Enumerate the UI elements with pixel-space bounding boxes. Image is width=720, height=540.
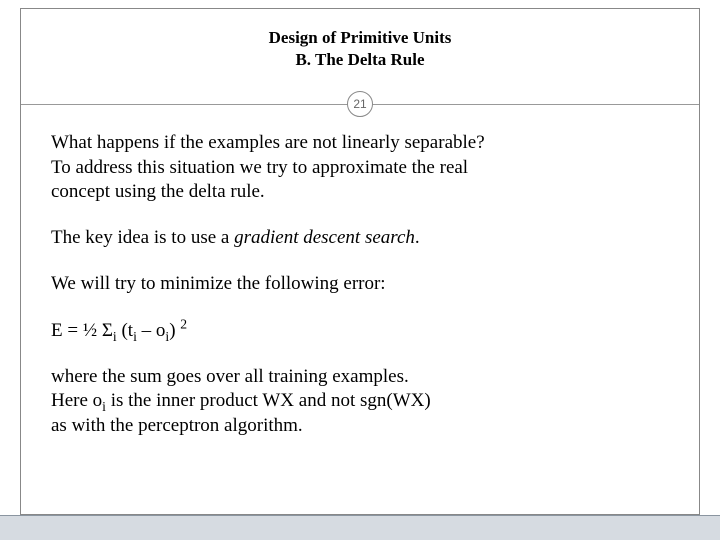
p1-line3: concept using the delta rule. [51, 181, 265, 202]
paragraph-3: We will try to minimize the following er… [51, 272, 669, 296]
paragraph-2: The key idea is to use a gradient descen… [51, 226, 669, 250]
title-line-1: Design of Primitive Units [21, 27, 699, 49]
eq-mid2: – o [137, 320, 166, 341]
page-number-row: 21 [21, 91, 699, 117]
p1-line2: To address this situation we try to appr… [51, 157, 468, 178]
p5-line2a: Here o [51, 390, 102, 411]
bottom-strip [0, 515, 720, 540]
paragraph-5: where the sum goes over all training exa… [51, 365, 669, 438]
eq-sup-2: 2 [180, 316, 187, 331]
p5-line3: as with the perceptron algorithm. [51, 415, 303, 436]
p1-line1: What happens if the examples are not lin… [51, 132, 485, 153]
eq-mid1: (t [117, 320, 133, 341]
p3-text: We will try to minimize the following er… [51, 273, 386, 294]
eq-mid3: ) [169, 320, 180, 341]
p2-suffix: . [415, 227, 420, 248]
paragraph-1: What happens if the examples are not lin… [51, 131, 669, 204]
content-area: What happens if the examples are not lin… [21, 117, 699, 438]
title-block: Design of Primitive Units B. The Delta R… [21, 9, 699, 85]
p2-prefix: The key idea is to use a [51, 227, 234, 248]
eq-prefix: E = ½ Σ [51, 320, 113, 341]
p5-line1: where the sum goes over all training exa… [51, 366, 409, 387]
p5-line2b: is the inner product WX and not sgn(WX) [106, 390, 431, 411]
slide-frame: Design of Primitive Units B. The Delta R… [20, 8, 700, 515]
equation: E = ½ Σi (ti – oi) 2 [51, 319, 669, 343]
page-number-badge: 21 [347, 91, 373, 117]
title-line-2: B. The Delta Rule [21, 49, 699, 71]
p2-italic: gradient descent search [234, 227, 415, 248]
page-number: 21 [353, 97, 366, 111]
